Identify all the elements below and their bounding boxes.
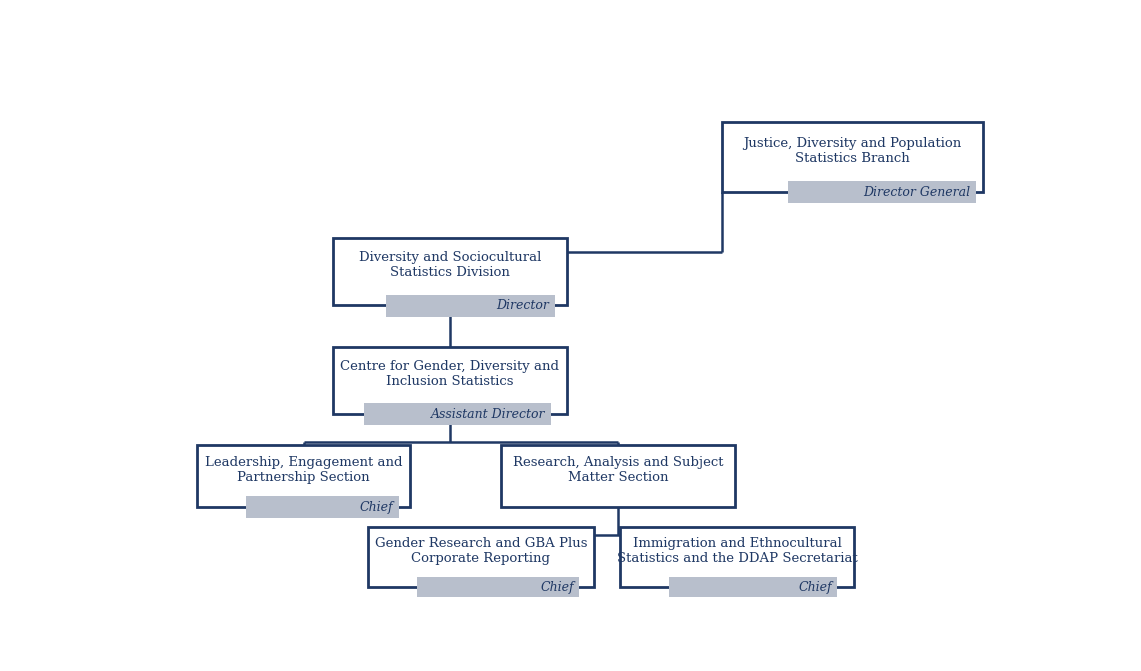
Text: Leadership, Engagement and
Partnership Section: Leadership, Engagement and Partnership S… [205,456,403,484]
Text: Assistant Director: Assistant Director [431,408,545,421]
FancyBboxPatch shape [416,576,580,599]
FancyBboxPatch shape [333,238,567,305]
Text: Diversity and Sociocultural
Statistics Division: Diversity and Sociocultural Statistics D… [358,252,541,280]
FancyBboxPatch shape [197,445,410,507]
Text: Director: Director [496,299,549,312]
Text: Gender Research and GBA Plus
Corporate Reporting: Gender Research and GBA Plus Corporate R… [374,537,588,565]
Text: Justice, Diversity and Population
Statistics Branch: Justice, Diversity and Population Statis… [743,136,962,164]
FancyBboxPatch shape [386,295,555,317]
Text: Chief: Chief [359,501,394,514]
FancyBboxPatch shape [246,497,399,518]
Text: Centre for Gender, Diversity and
Inclusion Statistics: Centre for Gender, Diversity and Inclusi… [340,360,559,388]
Text: Chief: Chief [540,581,574,594]
FancyBboxPatch shape [669,576,837,599]
FancyBboxPatch shape [369,527,593,587]
FancyBboxPatch shape [722,122,982,192]
Text: Immigration and Ethnocultural
Statistics and the DDAP Secretariat: Immigration and Ethnocultural Statistics… [617,537,858,565]
FancyBboxPatch shape [788,181,976,203]
FancyBboxPatch shape [364,403,551,425]
FancyBboxPatch shape [501,445,735,507]
Text: Director General: Director General [864,186,971,199]
FancyBboxPatch shape [333,347,567,414]
Text: Chief: Chief [799,581,832,594]
FancyBboxPatch shape [621,527,855,587]
Text: Research, Analysis and Subject
Matter Section: Research, Analysis and Subject Matter Se… [512,456,723,484]
